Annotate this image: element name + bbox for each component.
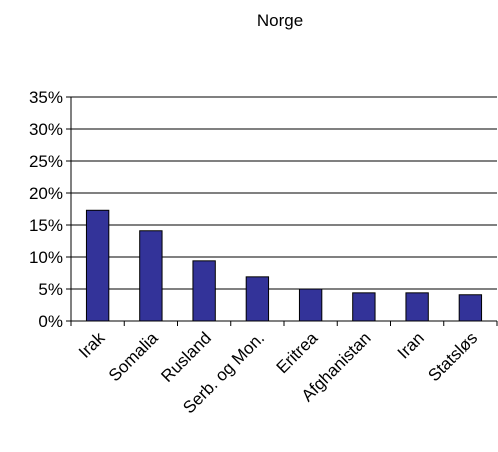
y-tick-label: 10% bbox=[29, 248, 63, 267]
y-tick-label: 0% bbox=[38, 312, 63, 331]
x-tick-label: Somalia bbox=[105, 328, 162, 385]
bar-eritrea bbox=[298, 288, 323, 322]
bar-somalia bbox=[139, 230, 163, 322]
y-tick-label: 35% bbox=[29, 88, 63, 107]
bar-rusland bbox=[192, 260, 216, 322]
y-tick-label: 25% bbox=[29, 152, 63, 171]
y-tick-label: 20% bbox=[29, 184, 63, 203]
bar-serb-og-mon- bbox=[245, 276, 270, 322]
bars bbox=[85, 209, 483, 322]
chart-title: Norge bbox=[257, 11, 303, 30]
x-tick-label: Statsløs bbox=[424, 328, 481, 385]
gridlines bbox=[71, 96, 497, 290]
y-tick-label: 30% bbox=[29, 120, 63, 139]
y-tick-label: 5% bbox=[38, 280, 63, 299]
y-tick-label: 15% bbox=[29, 216, 63, 235]
y-tick-labels: 0% 5% 10% 15% 20% 25% 30% 35% bbox=[29, 88, 63, 331]
bar-afghanistan bbox=[352, 292, 376, 322]
bar-statsløs bbox=[458, 294, 483, 322]
bar-iran bbox=[405, 292, 429, 322]
x-tick-label: Iran bbox=[394, 328, 428, 362]
axes bbox=[66, 96, 498, 326]
x-tick-label: Eritrea bbox=[273, 328, 322, 377]
bar-irak bbox=[85, 209, 110, 322]
x-tick-label: Irak bbox=[75, 328, 109, 362]
